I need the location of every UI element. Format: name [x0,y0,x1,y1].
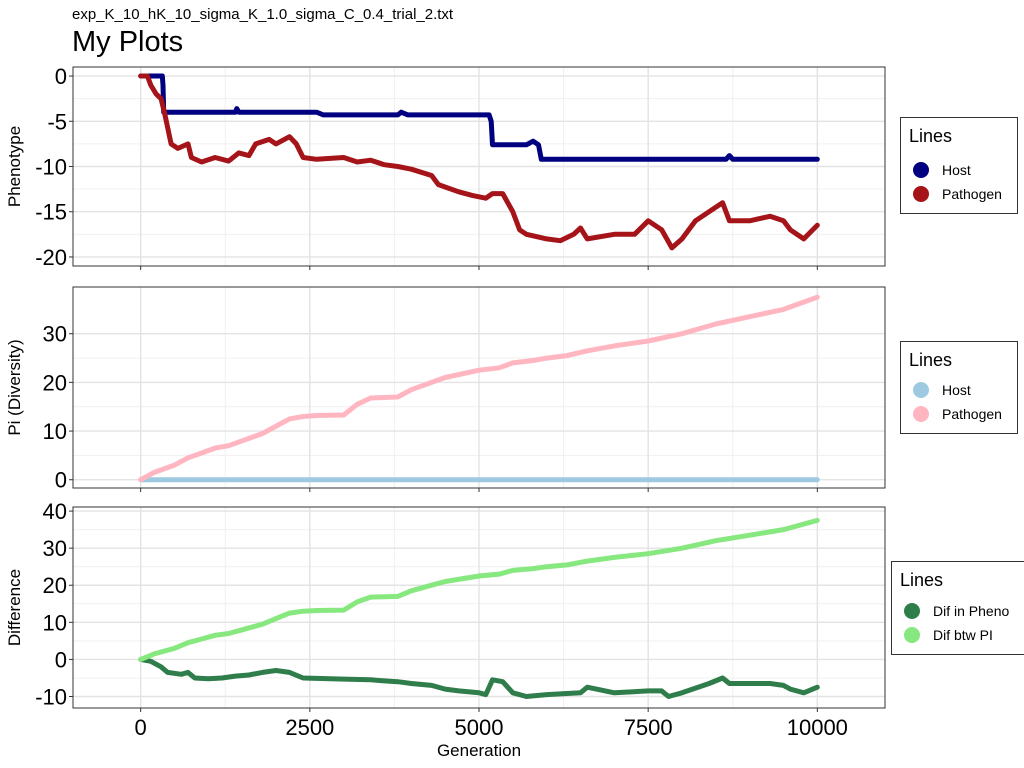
legend-label: Host [942,162,971,178]
legend-label: Pathogen [942,186,1002,202]
y-tick-label: -20 [35,245,67,270]
y-tick-label: 0 [55,647,67,672]
y-tick-label: 30 [43,536,67,561]
x-tick-label: 7500 [624,715,673,740]
y-tick-label: 0 [55,64,67,89]
series-line-dif-in-pheno [138,656,820,699]
y-tick-label: 10 [43,419,67,444]
y-tick-label: 10 [43,610,67,635]
legend-title: Lines [909,126,953,146]
y-tick-label: -10 [35,155,67,180]
y-tick-label: 40 [43,499,67,524]
y-tick-label: 30 [43,322,67,347]
y-axis-title: Difference [5,569,24,646]
legend-diversity: Lines Host Pathogen [900,341,1018,434]
series-line-pathogen [138,73,820,251]
legend-swatch [913,406,929,422]
y-tick-label: 20 [43,573,67,598]
y-tick-label: -15 [35,200,67,225]
legend-label: Dif in Pheno [933,603,1010,619]
legend-label: Dif btw PI [933,627,993,643]
y-tick-label: -10 [35,685,67,710]
y-axis-title: Phenotype [5,126,24,207]
legend-phenotype: Lines Host Pathogen [900,117,1018,214]
legend-label: Pathogen [942,406,1002,422]
x-tick-label: 0 [135,715,147,740]
y-tick-label: -5 [47,109,67,134]
legend-title: Lines [900,570,944,590]
x-tick-label: 10000 [787,715,848,740]
figure-subtitle: exp_K_10_hK_10_sigma_K_1.0_sigma_C_0.4_t… [72,6,454,23]
y-tick-label: 0 [55,468,67,493]
legend-difference: Lines Dif in Pheno Dif btw PI [891,561,1024,655]
legend-swatch [913,382,929,398]
y-tick-label: 20 [43,370,67,395]
legend-swatch [913,162,929,178]
x-tick-label: 2500 [285,715,334,740]
series-line-pathogen [138,294,820,483]
series-line-dif-btw-pi [138,517,820,662]
x-tick-label: 5000 [455,715,504,740]
y-axis-title: Pi (Diversity) [5,339,24,435]
legend-label: Host [942,382,971,398]
figure-title: My Plots [72,26,184,58]
legend-swatch [904,603,920,619]
legend-swatch [913,186,929,202]
legend-swatch [904,627,920,643]
legend-title: Lines [909,350,953,370]
x-axis-title: Generation [437,741,521,760]
